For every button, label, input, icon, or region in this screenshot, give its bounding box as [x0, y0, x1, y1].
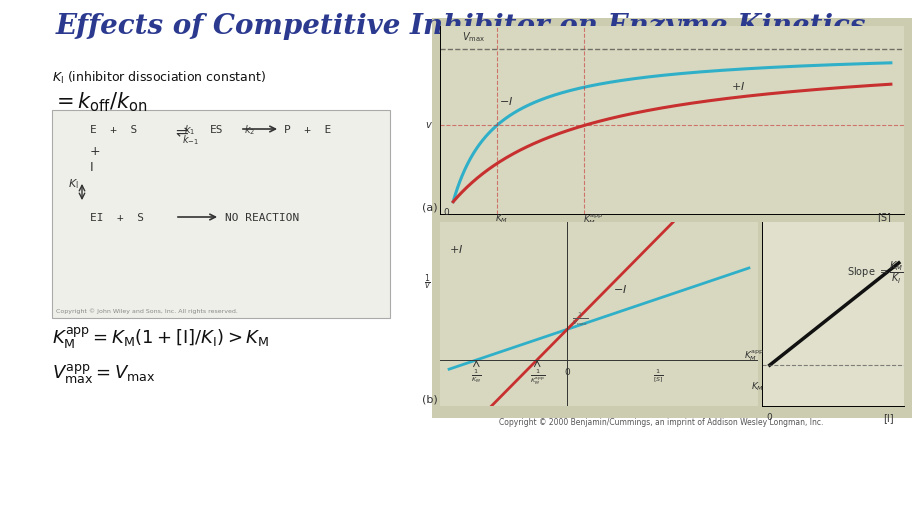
Text: (c): (c): [825, 394, 841, 404]
Text: $\frac{1}{v}$: $\frac{1}{v}$: [424, 274, 431, 293]
Text: Copyright © 2000 Benjamin/Cummings, an imprint of Addison Wesley Longman, Inc.: Copyright © 2000 Benjamin/Cummings, an i…: [499, 418, 823, 427]
Text: $K_M$: $K_M$: [751, 380, 764, 393]
Text: [S]: [S]: [877, 212, 891, 222]
Text: ES: ES: [210, 125, 223, 135]
Text: $k_2$: $k_2$: [244, 123, 255, 137]
Text: $\mathit{K}^{\mathrm{app}}_{\mathrm{M}} = \mathit{K}_{\mathrm{M}}(1 + [\mathrm{I: $\mathit{K}^{\mathrm{app}}_{\mathrm{M}} …: [52, 326, 269, 351]
Text: $\frac{1}{[S]}$: $\frac{1}{[S]}$: [653, 368, 664, 385]
Text: $+I$: $+I$: [449, 243, 464, 255]
Text: $k_{-1}$: $k_{-1}$: [182, 133, 198, 147]
Text: Effects of Competitive Inhibitor on Enzyme Kinetics: Effects of Competitive Inhibitor on Enzy…: [55, 13, 867, 40]
Text: (a): (a): [422, 202, 438, 212]
Text: $-I$: $-I$: [612, 283, 627, 295]
Text: Slope $= \dfrac{K_M}{K_I}$: Slope $= \dfrac{K_M}{K_I}$: [847, 260, 904, 286]
Text: $K_M^{\rm app}$: $K_M^{\rm app}$: [744, 348, 764, 363]
Text: $K_{\mathrm{I}}$: $K_{\mathrm{I}}$: [68, 177, 78, 191]
Text: 0: 0: [564, 368, 570, 377]
Bar: [52, 110, 390, 318]
Text: Copyright © John Wiley and Sons, Inc. All rights reserved.: Copyright © John Wiley and Sons, Inc. Al…: [56, 308, 238, 314]
Text: P  +  E: P + E: [284, 125, 331, 135]
Text: $K_M$: $K_M$: [495, 212, 508, 225]
Text: 0: 0: [443, 208, 449, 217]
Text: v: v: [425, 120, 431, 131]
Text: $-I$: $-I$: [499, 95, 513, 107]
Text: $= \mathit{k}_{\mathrm{off}}/\mathit{k}_{\mathrm{on}}$: $= \mathit{k}_{\mathrm{off}}/\mathit{k}_…: [52, 90, 148, 113]
Text: NO REACTION: NO REACTION: [225, 213, 300, 223]
Text: ⇌: ⇌: [175, 125, 188, 140]
Text: $\mathit{K}_{\mathrm{I}}$ (inhibitor dissociation constant): $\mathit{K}_{\mathrm{I}}$ (inhibitor dis…: [52, 70, 266, 86]
Text: EI  +  S: EI + S: [90, 213, 144, 223]
Text: +: +: [90, 145, 100, 158]
Text: (b): (b): [422, 394, 438, 404]
Text: $\mathit{V}^{\mathrm{app}}_{\mathrm{max}} = \mathit{V}_{\mathrm{max}}$: $\mathit{V}^{\mathrm{app}}_{\mathrm{max}…: [52, 363, 156, 386]
Text: I: I: [90, 161, 94, 174]
Text: $K_M^{\rm app}$: $K_M^{\rm app}$: [583, 212, 603, 227]
Text: $\frac{1}{K_M^{\rm app}}$: $\frac{1}{K_M^{\rm app}}$: [529, 368, 545, 387]
Text: $V_{\max}$: $V_{\max}$: [462, 31, 485, 45]
Bar: [432, 18, 912, 418]
Text: $k_1$: $k_1$: [184, 123, 195, 137]
Text: $\frac{1}{V_{\max}}$: $\frac{1}{V_{\max}}$: [572, 310, 588, 328]
Text: E  +  S: E + S: [90, 125, 137, 135]
Text: [I]: [I]: [883, 413, 893, 423]
Text: $+I$: $+I$: [730, 80, 745, 92]
Text: $\frac{1}{K_M}$: $\frac{1}{K_M}$: [471, 368, 481, 385]
Text: 0: 0: [767, 413, 773, 422]
